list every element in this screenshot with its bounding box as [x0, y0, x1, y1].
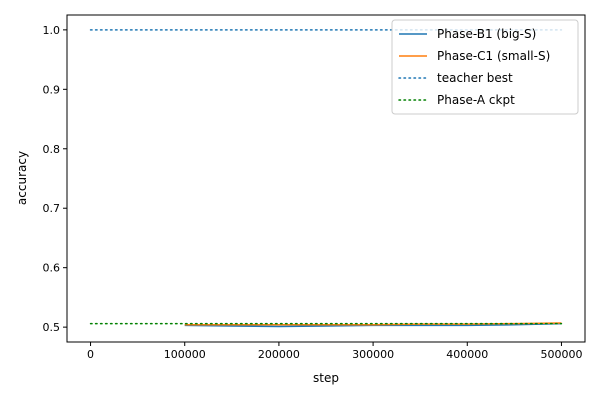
axis-layer: 0 100000 200000 300000 400000 500000 0.5 0.6 0.7…	[43, 24, 583, 361]
x-tick-label: 400000	[446, 348, 488, 361]
y-tick-label: 0.6	[43, 262, 61, 275]
legend-label: Phase-A ckpt	[437, 93, 515, 107]
y-tick-label: 0.8	[43, 143, 61, 156]
x-tick-label: 100000	[164, 348, 206, 361]
legend-box	[391, 19, 579, 115]
x-axis-label: step	[313, 371, 339, 385]
y-tick-label: 1.0	[43, 24, 61, 37]
x-tick-label: 200000	[258, 348, 300, 361]
legend: Phase-B1 (big-S) Phase-C1 (small-S) teache…	[391, 19, 579, 115]
legend-label: teacher best	[437, 71, 513, 85]
series-line-2	[184, 322, 562, 326]
x-tick-label: 300000	[352, 348, 394, 361]
x-tick-label: 500000	[540, 348, 582, 361]
y-tick-label: 0.9	[43, 83, 61, 96]
series-layer	[89, 29, 563, 328]
legend-label: Phase-B1 (big-S)	[437, 27, 536, 41]
legend-label: Phase-C1 (small-S)	[437, 49, 550, 63]
y-tick-label: 0.5	[43, 321, 61, 334]
x-tick-label: 0	[87, 348, 94, 361]
y-axis-label: accuracy	[15, 151, 29, 205]
plot-frame	[66, 14, 586, 343]
y-tick-label: 0.7	[43, 202, 61, 215]
